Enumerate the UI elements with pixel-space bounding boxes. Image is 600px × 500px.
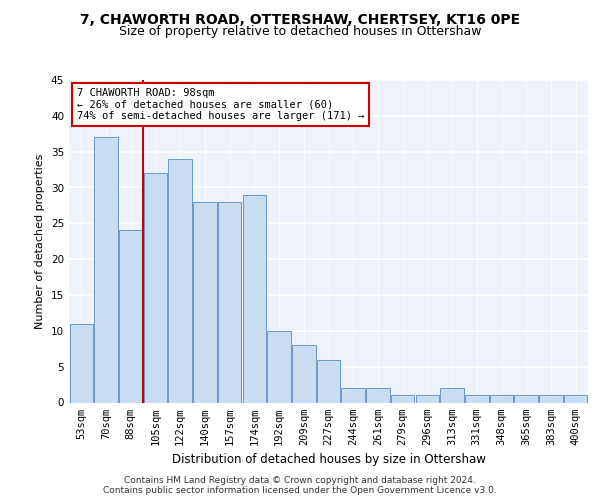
Bar <box>564 396 587 402</box>
Bar <box>391 396 415 402</box>
Bar <box>218 202 241 402</box>
X-axis label: Distribution of detached houses by size in Ottershaw: Distribution of detached houses by size … <box>172 453 485 466</box>
Bar <box>416 396 439 402</box>
Text: 7 CHAWORTH ROAD: 98sqm
← 26% of detached houses are smaller (60)
74% of semi-det: 7 CHAWORTH ROAD: 98sqm ← 26% of detached… <box>77 88 364 122</box>
Bar <box>193 202 217 402</box>
Bar <box>317 360 340 403</box>
Bar <box>70 324 93 402</box>
Text: 7, CHAWORTH ROAD, OTTERSHAW, CHERTSEY, KT16 0PE: 7, CHAWORTH ROAD, OTTERSHAW, CHERTSEY, K… <box>80 12 520 26</box>
Bar <box>440 388 464 402</box>
Bar <box>94 138 118 402</box>
Text: Contains HM Land Registry data © Crown copyright and database right 2024.
Contai: Contains HM Land Registry data © Crown c… <box>103 476 497 495</box>
Bar <box>341 388 365 402</box>
Bar <box>292 345 316 403</box>
Bar <box>465 396 488 402</box>
Bar <box>242 194 266 402</box>
Bar <box>366 388 389 402</box>
Bar <box>119 230 143 402</box>
Bar <box>539 396 563 402</box>
Bar <box>169 159 192 402</box>
Y-axis label: Number of detached properties: Number of detached properties <box>35 154 46 329</box>
Bar <box>144 173 167 402</box>
Text: Size of property relative to detached houses in Ottershaw: Size of property relative to detached ho… <box>119 25 481 38</box>
Bar <box>490 396 513 402</box>
Bar <box>268 331 291 402</box>
Bar <box>514 396 538 402</box>
